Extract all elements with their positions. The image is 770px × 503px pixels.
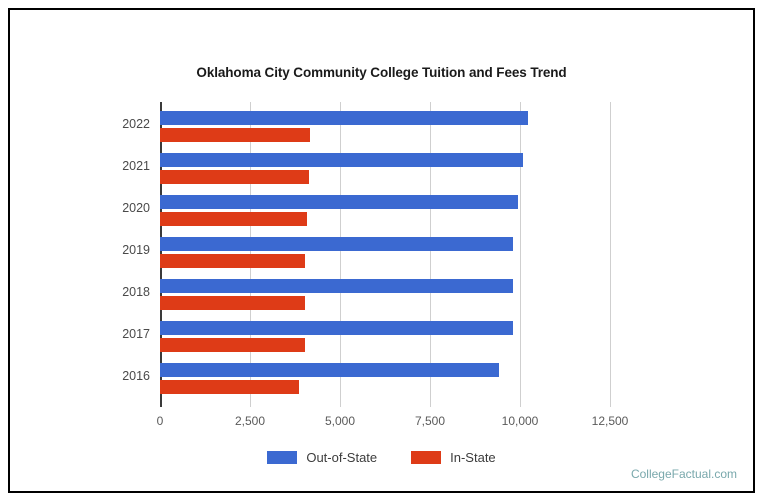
y-tick-label: 2021 (122, 159, 150, 173)
x-tick-label: 10,000 (501, 414, 539, 428)
gridline (430, 102, 431, 407)
x-tick-label: 7,500 (414, 414, 446, 428)
chart-legend: Out-of-State In-State (10, 450, 753, 465)
x-tick-label: 0 (156, 414, 164, 428)
bar-out-of-state-2018[interactable] (160, 279, 513, 293)
legend-label: Out-of-State (306, 450, 378, 465)
gridline (610, 102, 611, 407)
bar-out-of-state-2016[interactable] (160, 363, 500, 377)
bar-out-of-state-2017[interactable] (160, 321, 513, 335)
x-tick-label: 2,500 (234, 414, 266, 428)
bar-in-state-2022[interactable] (160, 128, 311, 142)
y-tick-label: 2019 (122, 243, 150, 257)
gridline (340, 102, 341, 407)
legend-item-in-state[interactable]: In-State (411, 450, 496, 465)
bar-in-state-2016[interactable] (160, 380, 300, 394)
x-tick-label: 5,000 (324, 414, 356, 428)
bar-group: 2019 (122, 237, 757, 269)
gridline (520, 102, 521, 407)
chart-container: Oklahoma City Community College Tuition … (8, 8, 755, 493)
bar-group: 2020 (122, 195, 757, 227)
bar-out-of-state-2021[interactable] (160, 153, 523, 167)
bar-in-state-2017[interactable] (160, 338, 305, 352)
watermark-label: CollegeFactual.com (630, 467, 737, 481)
bar-out-of-state-2020[interactable] (160, 195, 519, 209)
y-tick-label: 2020 (122, 201, 150, 215)
legend-swatch-icon (411, 451, 442, 464)
y-tick-label: 2017 (122, 327, 150, 341)
bar-in-state-2020[interactable] (160, 212, 307, 226)
bar-group: 2016 (122, 363, 757, 395)
y-tick-label: 2022 (122, 117, 150, 131)
bar-out-of-state-2022[interactable] (160, 111, 528, 125)
y-tick-label: 2018 (122, 285, 150, 299)
legend-swatch-icon (267, 451, 298, 464)
legend-item-out-of-state[interactable]: Out-of-State (267, 450, 377, 465)
bar-group: 2021 (122, 153, 757, 185)
bar-group: 2018 (122, 279, 757, 311)
bar-out-of-state-2019[interactable] (160, 237, 513, 251)
bar-group: 2017 (122, 321, 757, 353)
y-tick-label: 2016 (122, 369, 150, 383)
bar-group: 2022 (122, 111, 757, 143)
chart-title: Oklahoma City Community College Tuition … (196, 65, 567, 80)
plot-area: 2022 2021 2020 2019 2018 2017 2016 0 2,500 5,000… (122, 102, 757, 428)
legend-label: In-State (450, 450, 496, 465)
bar-in-state-2021[interactable] (160, 170, 310, 184)
bar-in-state-2018[interactable] (160, 296, 305, 310)
bar-in-state-2019[interactable] (160, 254, 305, 268)
x-tick-label: 12,500 (591, 414, 629, 428)
